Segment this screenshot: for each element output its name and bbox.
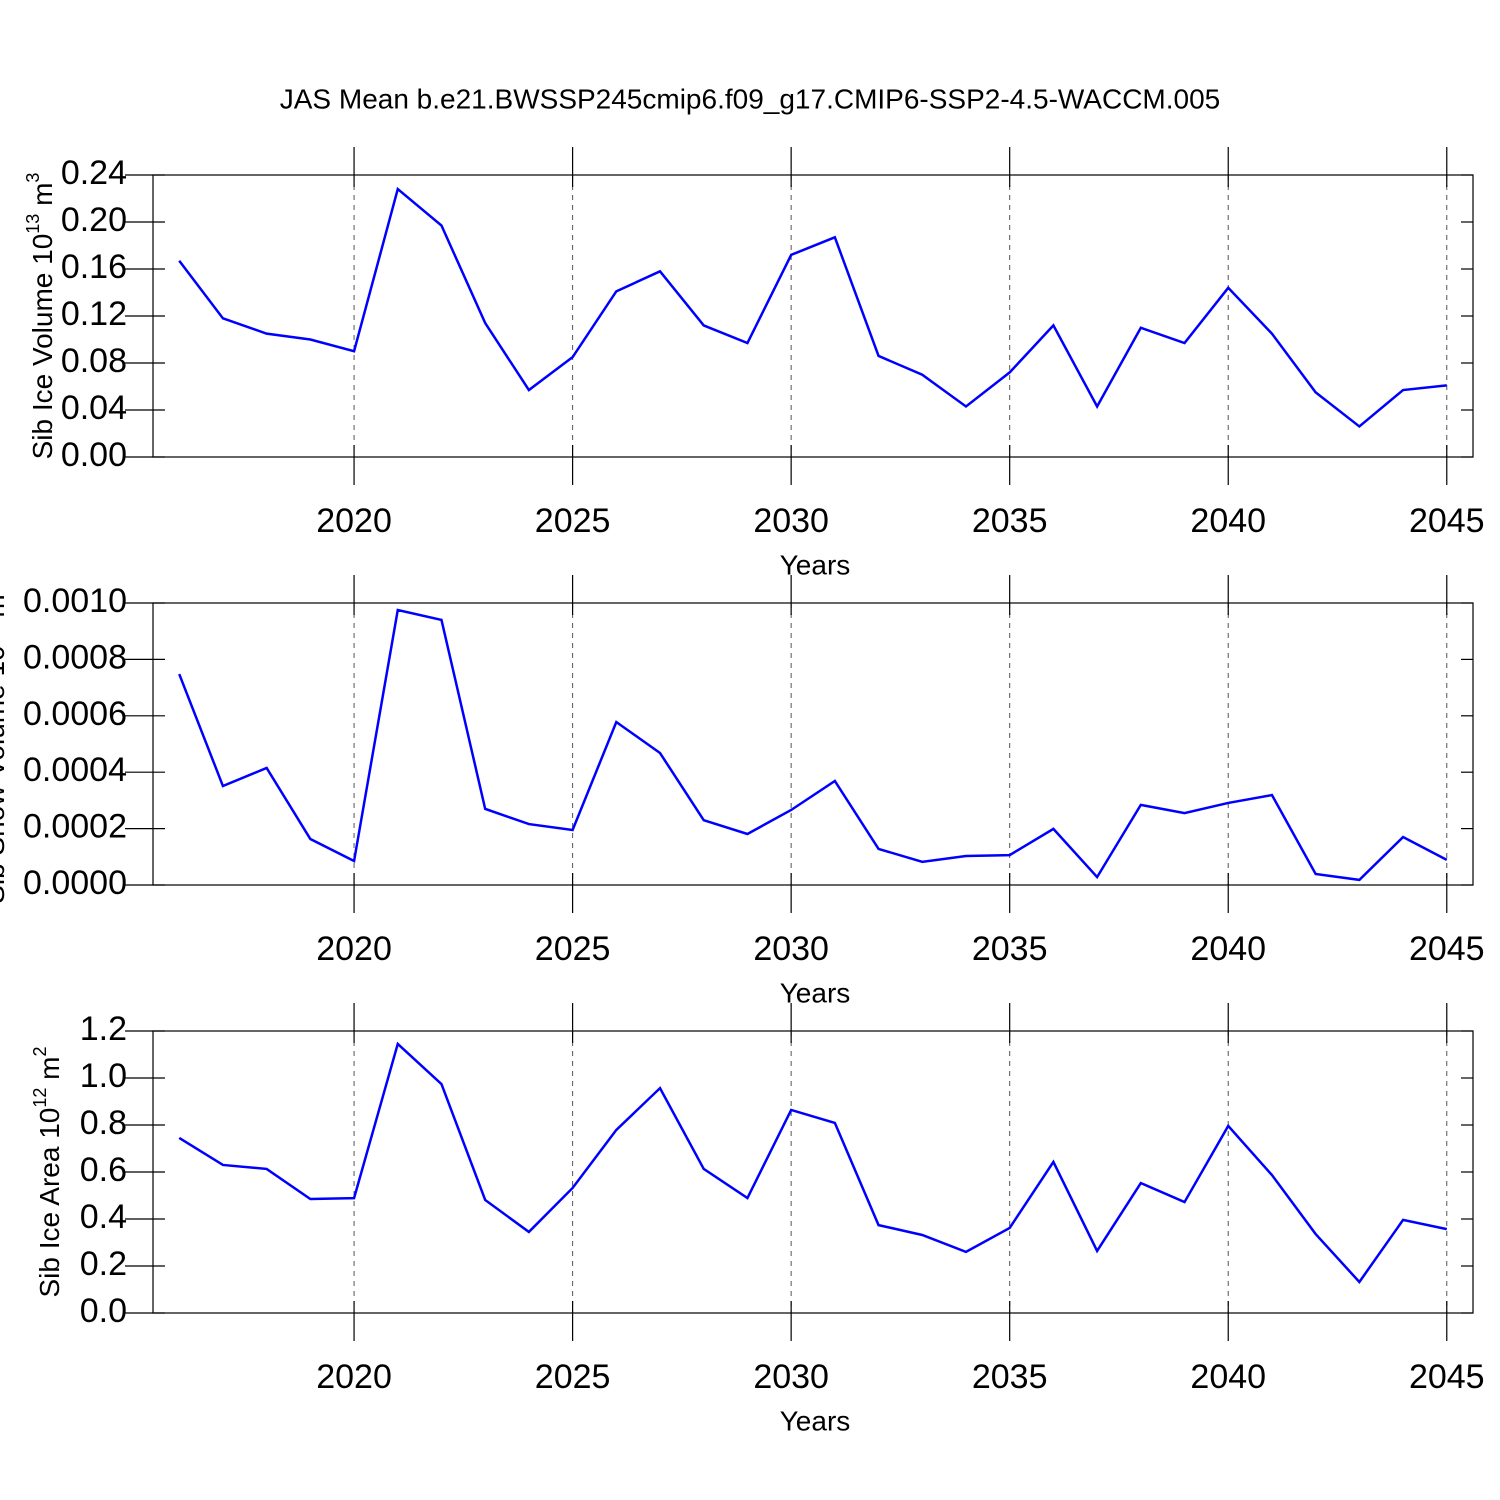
data-line [178,186,1447,429]
x-axis-label: Years [780,977,851,1008]
y-axis-label-part: m [34,1056,65,1087]
x-axis-label: Years [780,549,851,580]
y-tick-label: 0.0000 [23,864,127,902]
y-axis-label-part: Sib Ice Volume 10 [27,234,58,460]
y-axis-label-part: m [0,594,10,625]
y-tick-label: 0.0004 [23,751,127,789]
x-tick-label: 2020 [316,1358,392,1396]
x-tick-label: 2040 [1190,1358,1266,1396]
y-tick-label: 0.00 [61,436,127,474]
x-tick-label: 2040 [1190,930,1266,968]
y-tick-label: 1.0 [80,1057,127,1095]
x-tick-label: 2025 [535,930,611,968]
y-axis-label-part: 3 [23,173,43,183]
y-tick-label: 0.0010 [23,582,127,620]
y-axis-label-part: 13 [23,214,43,234]
x-tick-label: 2020 [316,930,392,968]
x-tick-label: 2035 [972,502,1048,540]
y-tick-label: 0.0006 [23,695,127,733]
y-axis-label: Sib Snow Volume 1013 m3 [0,584,10,904]
x-tick-label: 2045 [1409,1358,1485,1396]
y-tick-label: 0.08 [61,342,127,380]
x-tick-label: 2025 [535,1358,611,1396]
y-tick-label: 0.24 [61,154,127,192]
x-tick-label: 2030 [753,1358,829,1396]
y-tick-label: 1.2 [80,1010,127,1048]
x-tick-label: 2045 [1409,502,1485,540]
y-tick-label: 0.0 [80,1292,127,1330]
panel: 2020 2025 2030 2035 2040 2045 0.0000 0.0002 0.00… [0,575,1485,1008]
y-tick-label: 0.0008 [23,638,127,676]
y-axis-label-part: Sib Ice Area 10 [34,1108,65,1298]
y-tick-label: 0.20 [61,201,127,239]
y-tick-label: 0.0002 [23,808,127,846]
data-line [178,1041,1448,1284]
y-tick-label: 0.04 [61,389,127,427]
y-tick-label: 0.4 [80,1198,127,1236]
x-axis-label: Years [780,1405,851,1436]
y-axis-label: Sib Ice Volume 1013 m3 [23,173,58,460]
y-axis-label-part: 12 [30,1088,50,1108]
x-tick-label: 2040 [1190,502,1266,540]
plot-frame [152,174,1474,458]
y-axis-label-part: Sib Snow Volume 10 [0,645,10,903]
plot-frame [152,1030,1474,1314]
y-tick-label: 0.16 [61,248,127,286]
figure-title: JAS Mean b.e21.BWSSP245cmip6.f09_g17.CMI… [280,83,1221,114]
panel: 2020 2025 2030 2035 2040 2045 0.0 0.2 0.4 0.6 0.8 1… [30,1003,1485,1436]
x-tick-label: 2035 [972,1358,1048,1396]
y-tick-label: 0.6 [80,1151,127,1189]
y-axis-label-part: 2 [30,1046,50,1056]
y-axis-label: Sib Ice Area 1012 m2 [30,1046,65,1297]
x-tick-label: 2030 [753,502,829,540]
data-line [178,608,1448,882]
x-tick-label: 2025 [535,502,611,540]
panel: 2020 2025 2030 2035 2040 2045 0.00 0.04 0.08 0.12… [23,147,1485,580]
x-tick-label: 2030 [753,930,829,968]
x-tick-label: 2045 [1409,930,1485,968]
y-tick-label: 0.2 [80,1245,127,1283]
x-tick-label: 2020 [316,502,392,540]
y-tick-label: 0.8 [80,1104,127,1142]
y-axis-label-part: m [27,183,58,214]
y-tick-label: 0.12 [61,295,127,333]
x-tick-label: 2035 [972,930,1048,968]
plot-frame [152,602,1474,886]
